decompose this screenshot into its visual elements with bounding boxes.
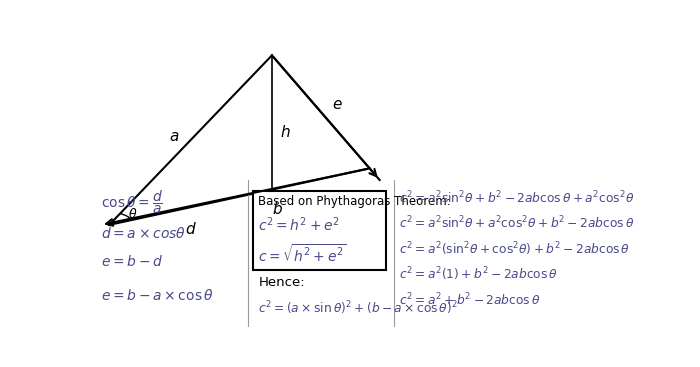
Text: $d$: $d$: [185, 221, 197, 237]
Text: Based on Phythagoras Theorem:: Based on Phythagoras Theorem:: [258, 195, 451, 208]
Text: $c^2 = h^2 + e^2$: $c^2 = h^2 + e^2$: [258, 215, 340, 234]
Text: $e = b - d$: $e = b - d$: [101, 254, 163, 269]
Text: $h$: $h$: [280, 124, 290, 139]
Text: $e$: $e$: [332, 98, 342, 112]
Text: $c^2 = a^2(\sin^2\!\theta + \cos^2\!\theta) + b^2 - 2ab\cos\theta$: $c^2 = a^2(\sin^2\!\theta + \cos^2\!\the…: [400, 240, 631, 258]
Text: $c^2 = a^2 \sin^2\!\theta + a^2\cos^2\!\theta + b^2 - 2ab\cos\theta$: $c^2 = a^2 \sin^2\!\theta + a^2\cos^2\!\…: [400, 215, 635, 232]
Text: $c^2 = a^2(1) + b^2 - 2ab\cos\theta$: $c^2 = a^2(1) + b^2 - 2ab\cos\theta$: [400, 266, 559, 283]
Text: $c = \sqrt{h^2 + e^2}$: $c = \sqrt{h^2 + e^2}$: [258, 244, 347, 265]
Text: $\theta$: $\theta$: [128, 207, 138, 221]
Text: $d = a \times cos\theta$: $d = a \times cos\theta$: [101, 226, 186, 241]
Text: Hence:: Hence:: [258, 276, 305, 289]
Text: $c^2 = a^2 + b^2 - 2ab\cos\theta$: $c^2 = a^2 + b^2 - 2ab\cos\theta$: [400, 291, 541, 308]
Text: $\cos \theta = \dfrac{d}{a}$: $\cos \theta = \dfrac{d}{a}$: [101, 189, 163, 216]
Bar: [253, 191, 386, 270]
Text: $c^2 = (a \times \sin\theta)^2 + (b - a \times \cos\theta)^2$: $c^2 = (a \times \sin\theta)^2 + (b - a …: [258, 299, 458, 317]
Text: $b$: $b$: [272, 201, 283, 217]
Text: $a$: $a$: [169, 130, 179, 144]
Text: $c^2 = a^2 \sin^2\!\theta + b^2 - 2ab\cos\theta + a^2\cos^2\!\theta$: $c^2 = a^2 \sin^2\!\theta + b^2 - 2ab\co…: [400, 190, 635, 206]
Text: $e = b - a \times \cos \theta$: $e = b - a \times \cos \theta$: [101, 288, 214, 303]
